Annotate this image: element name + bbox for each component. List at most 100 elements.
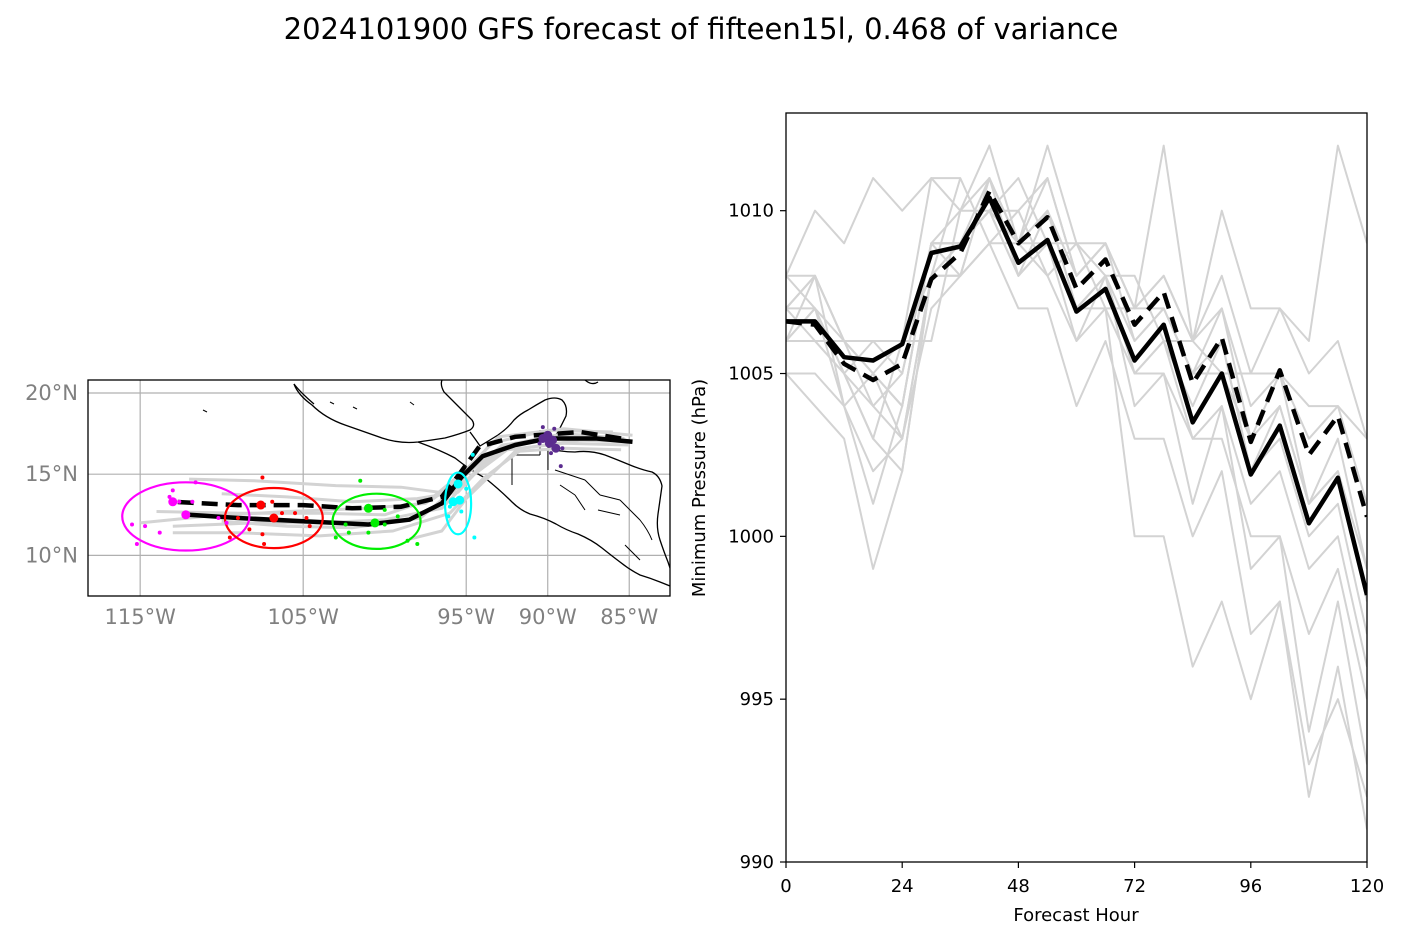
member-position-4-2 <box>552 426 557 431</box>
mean-position-4-4 <box>548 435 558 445</box>
y-tick-label-0: 990 <box>740 852 774 873</box>
mean-track-dashed <box>172 429 622 511</box>
member-position-3-4 <box>446 514 451 519</box>
ensemble-tracks <box>140 427 633 541</box>
islands <box>202 401 415 413</box>
member-position-1-4 <box>304 516 309 521</box>
pressure-ensemble-line-8 <box>786 177 1367 602</box>
map-x-tick-1: 105°W <box>268 605 340 629</box>
mean-position-4-2 <box>551 443 561 453</box>
member-position-1-3 <box>307 524 312 529</box>
y-axis-label: Minimum Pressure (hPa) <box>689 379 710 597</box>
pressure-ensemble-line-1 <box>786 144 1367 439</box>
pressure-ensemble-line-12 <box>786 177 961 342</box>
member-position-0-1 <box>143 524 148 529</box>
member-position-4-3 <box>548 451 553 456</box>
pressure-means <box>786 188 1367 596</box>
member-position-2-9 <box>382 507 387 512</box>
ensemble-track-5 <box>408 446 622 541</box>
uncertainty-ellipse-1 <box>223 486 324 550</box>
member-position-1-7 <box>235 516 240 521</box>
member-position-1-8 <box>227 535 232 540</box>
map-x-tick-0: 115°W <box>104 605 176 629</box>
member-position-3-3 <box>459 509 464 514</box>
member-position-0-6 <box>190 499 195 504</box>
mean-position-2-1 <box>363 503 373 513</box>
member-position-2-4 <box>382 522 387 527</box>
x-axis-label: Forecast Hour <box>1013 905 1139 926</box>
pressure-ensemble-line-13 <box>786 242 1367 667</box>
yucatan-coast <box>469 397 568 449</box>
y-tick-label-2: 1000 <box>728 526 774 547</box>
uncertainty-ellipse-0 <box>121 481 251 552</box>
member-position-1-9 <box>262 542 267 547</box>
pressure-ensemble-line-10 <box>786 209 1367 505</box>
mean-position-1-0 <box>269 513 279 523</box>
x-tick-label-3: 72 <box>1123 876 1146 897</box>
y-tick-label-1: 995 <box>740 689 774 710</box>
y-tick-label-3: 1005 <box>728 364 774 385</box>
member-position-0-8 <box>216 516 221 521</box>
member-position-2-7 <box>415 542 420 547</box>
member-position-0-3 <box>157 530 162 535</box>
member-position-0-9 <box>224 520 229 525</box>
pressure-ensemble-line-11 <box>786 177 1367 440</box>
map-y-tick-0: 10°N <box>25 543 78 567</box>
member-position-4-0 <box>558 464 563 469</box>
pressure-ensemble-line-3 <box>786 144 1367 440</box>
map-y-tick-labels: 10°N 15°N 20°N <box>25 381 78 567</box>
mean-position-0-1 <box>181 510 191 520</box>
plot-x-ticks: 0 24 48 72 96 120 <box>780 862 1384 897</box>
uncertainty-ellipse-2 <box>331 492 422 551</box>
map-y-tick-1: 15°N <box>25 462 78 486</box>
mexico-coast <box>293 380 475 444</box>
member-position-2-2 <box>346 530 351 535</box>
uncertainty-ellipse-3 <box>443 471 473 536</box>
figure-title: 2024101900 GFS forecast of fifteen15l, 0… <box>283 12 1119 46</box>
member-position-0-0 <box>130 522 135 527</box>
member-position-0-2 <box>134 542 139 547</box>
ensemble-track-3 <box>172 438 630 538</box>
member-position-1-1 <box>280 511 284 516</box>
uncertainty-ellipses <box>121 471 473 552</box>
member-position-4-4 <box>560 446 565 451</box>
map-x-tick-2: 95°W <box>437 605 495 629</box>
mean-position-0-0 <box>168 497 178 507</box>
plot-frame <box>785 112 1368 863</box>
mean-position-3-2 <box>455 495 465 505</box>
mean-position-2-0 <box>370 518 380 528</box>
mean-position-1-1 <box>256 500 266 510</box>
pressure-ensemble-line-0 <box>786 144 1367 570</box>
x-tick-label-5: 120 <box>1350 876 1384 897</box>
member-position-1-0 <box>260 475 265 480</box>
member-position-0-7 <box>193 480 198 485</box>
member-position-2-1 <box>343 522 348 527</box>
member-position-2-8 <box>333 535 338 540</box>
member-position-0-10 <box>170 488 175 493</box>
member-position-2-3 <box>366 530 371 535</box>
plot-y-ticks: 990 995 1000 1005 1010 <box>728 201 786 873</box>
mean-position-3-0 <box>453 479 463 489</box>
member-position-4-1 <box>540 425 545 430</box>
member-position-1-6 <box>247 527 252 532</box>
pressure-mean-solid <box>786 195 1367 596</box>
map-x-tick-4: 85°W <box>600 605 658 629</box>
member-position-2-6 <box>405 538 410 543</box>
cuba-tip <box>584 380 599 385</box>
member-position-1-5 <box>260 532 265 537</box>
pressure-mean-dashed <box>786 188 1367 518</box>
pressure-ensemble-line-2 <box>786 209 1367 570</box>
member-position-1-10 <box>270 499 275 504</box>
pressure-ensemble-line-9 <box>786 242 1367 798</box>
member-position-3-0 <box>472 535 477 540</box>
member-position-2-5 <box>395 514 400 519</box>
x-tick-label-2: 48 <box>1007 876 1030 897</box>
map-x-tick-labels: 115°W 105°W 95°W 90°W 85°W <box>104 605 658 629</box>
x-tick-label-4: 96 <box>1239 876 1262 897</box>
member-position-0-5 <box>177 499 182 504</box>
y-tick-label-4: 1010 <box>728 201 774 222</box>
pressure-ensemble <box>786 144 1367 830</box>
member-position-2-0 <box>358 478 363 483</box>
